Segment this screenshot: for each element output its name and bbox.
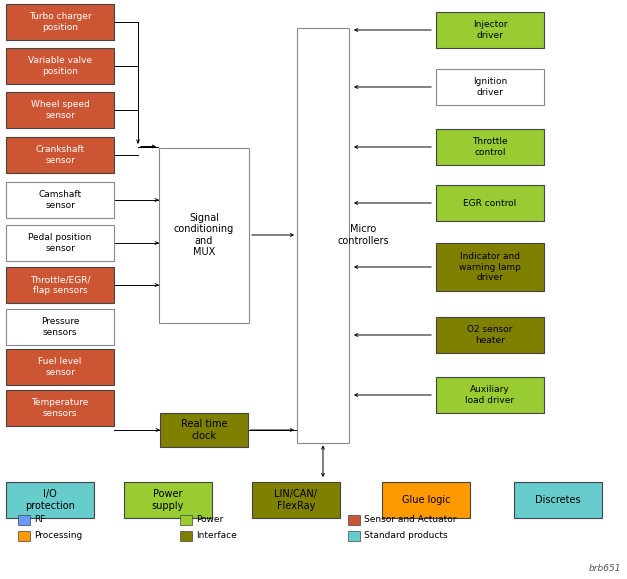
- Bar: [160, 413, 248, 447]
- Bar: [6, 309, 114, 345]
- Bar: [6, 137, 114, 173]
- Text: brb651: brb651: [589, 564, 621, 573]
- Text: Injector
driver: Injector driver: [473, 20, 507, 40]
- Bar: [436, 69, 544, 105]
- Text: Pressure
sensors: Pressure sensors: [41, 317, 79, 337]
- Bar: [436, 12, 544, 48]
- Bar: [6, 349, 114, 385]
- Text: LIN/CAN/
FlexRay: LIN/CAN/ FlexRay: [275, 489, 317, 511]
- Text: Auxiliary
load driver: Auxiliary load driver: [465, 385, 515, 405]
- Bar: [436, 129, 544, 165]
- Text: RF: RF: [34, 515, 45, 525]
- Bar: [6, 182, 114, 218]
- Bar: [18, 515, 30, 525]
- Bar: [382, 482, 470, 518]
- Text: Glue logic: Glue logic: [402, 495, 451, 505]
- Text: Real time
clock: Real time clock: [181, 419, 227, 441]
- Text: Interface: Interface: [196, 532, 237, 541]
- Text: Camshaft
sensor: Camshaft sensor: [38, 190, 82, 210]
- Text: Indicator and
warning lamp
driver: Indicator and warning lamp driver: [459, 252, 521, 282]
- Text: Variable valve
position: Variable valve position: [28, 56, 92, 76]
- Text: Power
supply: Power supply: [152, 489, 184, 511]
- Text: Throttle/EGR/
flap sensors: Throttle/EGR/ flap sensors: [29, 275, 90, 295]
- Bar: [436, 317, 544, 353]
- Text: Ignition
driver: Ignition driver: [473, 78, 507, 97]
- Bar: [6, 390, 114, 426]
- Text: Micro
controllers: Micro controllers: [337, 224, 389, 246]
- Bar: [159, 148, 249, 323]
- Text: Processing: Processing: [34, 532, 82, 541]
- Bar: [436, 243, 544, 291]
- Text: Crankshaft
sensor: Crankshaft sensor: [36, 145, 85, 164]
- Text: Sensor and Actuator: Sensor and Actuator: [364, 515, 456, 525]
- Bar: [6, 482, 94, 518]
- Text: Turbo charger
position: Turbo charger position: [29, 12, 92, 32]
- Bar: [6, 48, 114, 84]
- Bar: [252, 482, 340, 518]
- Bar: [514, 482, 602, 518]
- Bar: [6, 4, 114, 40]
- Bar: [348, 531, 360, 541]
- Text: Pedal position
sensor: Pedal position sensor: [28, 233, 92, 252]
- Text: I/O
protection: I/O protection: [25, 489, 75, 511]
- Bar: [124, 482, 212, 518]
- Bar: [6, 92, 114, 128]
- Bar: [436, 377, 544, 413]
- Text: Signal
conditioning
and
MUX: Signal conditioning and MUX: [174, 212, 234, 258]
- Text: Standard products: Standard products: [364, 532, 448, 541]
- Bar: [6, 267, 114, 303]
- Text: Discretes: Discretes: [535, 495, 581, 505]
- Text: Power: Power: [196, 515, 223, 525]
- Bar: [180, 531, 192, 541]
- Bar: [297, 27, 349, 442]
- Text: Wheel speed
sensor: Wheel speed sensor: [31, 100, 90, 120]
- Text: EGR control: EGR control: [463, 199, 517, 207]
- Bar: [180, 515, 192, 525]
- Bar: [436, 185, 544, 221]
- Bar: [18, 531, 30, 541]
- Text: Fuel level
sensor: Fuel level sensor: [38, 357, 82, 377]
- Bar: [348, 515, 360, 525]
- Bar: [6, 225, 114, 261]
- Text: Temperature
sensors: Temperature sensors: [31, 398, 88, 417]
- Text: Throttle
control: Throttle control: [472, 137, 508, 157]
- Text: O2 sensor
heater: O2 sensor heater: [467, 325, 513, 345]
